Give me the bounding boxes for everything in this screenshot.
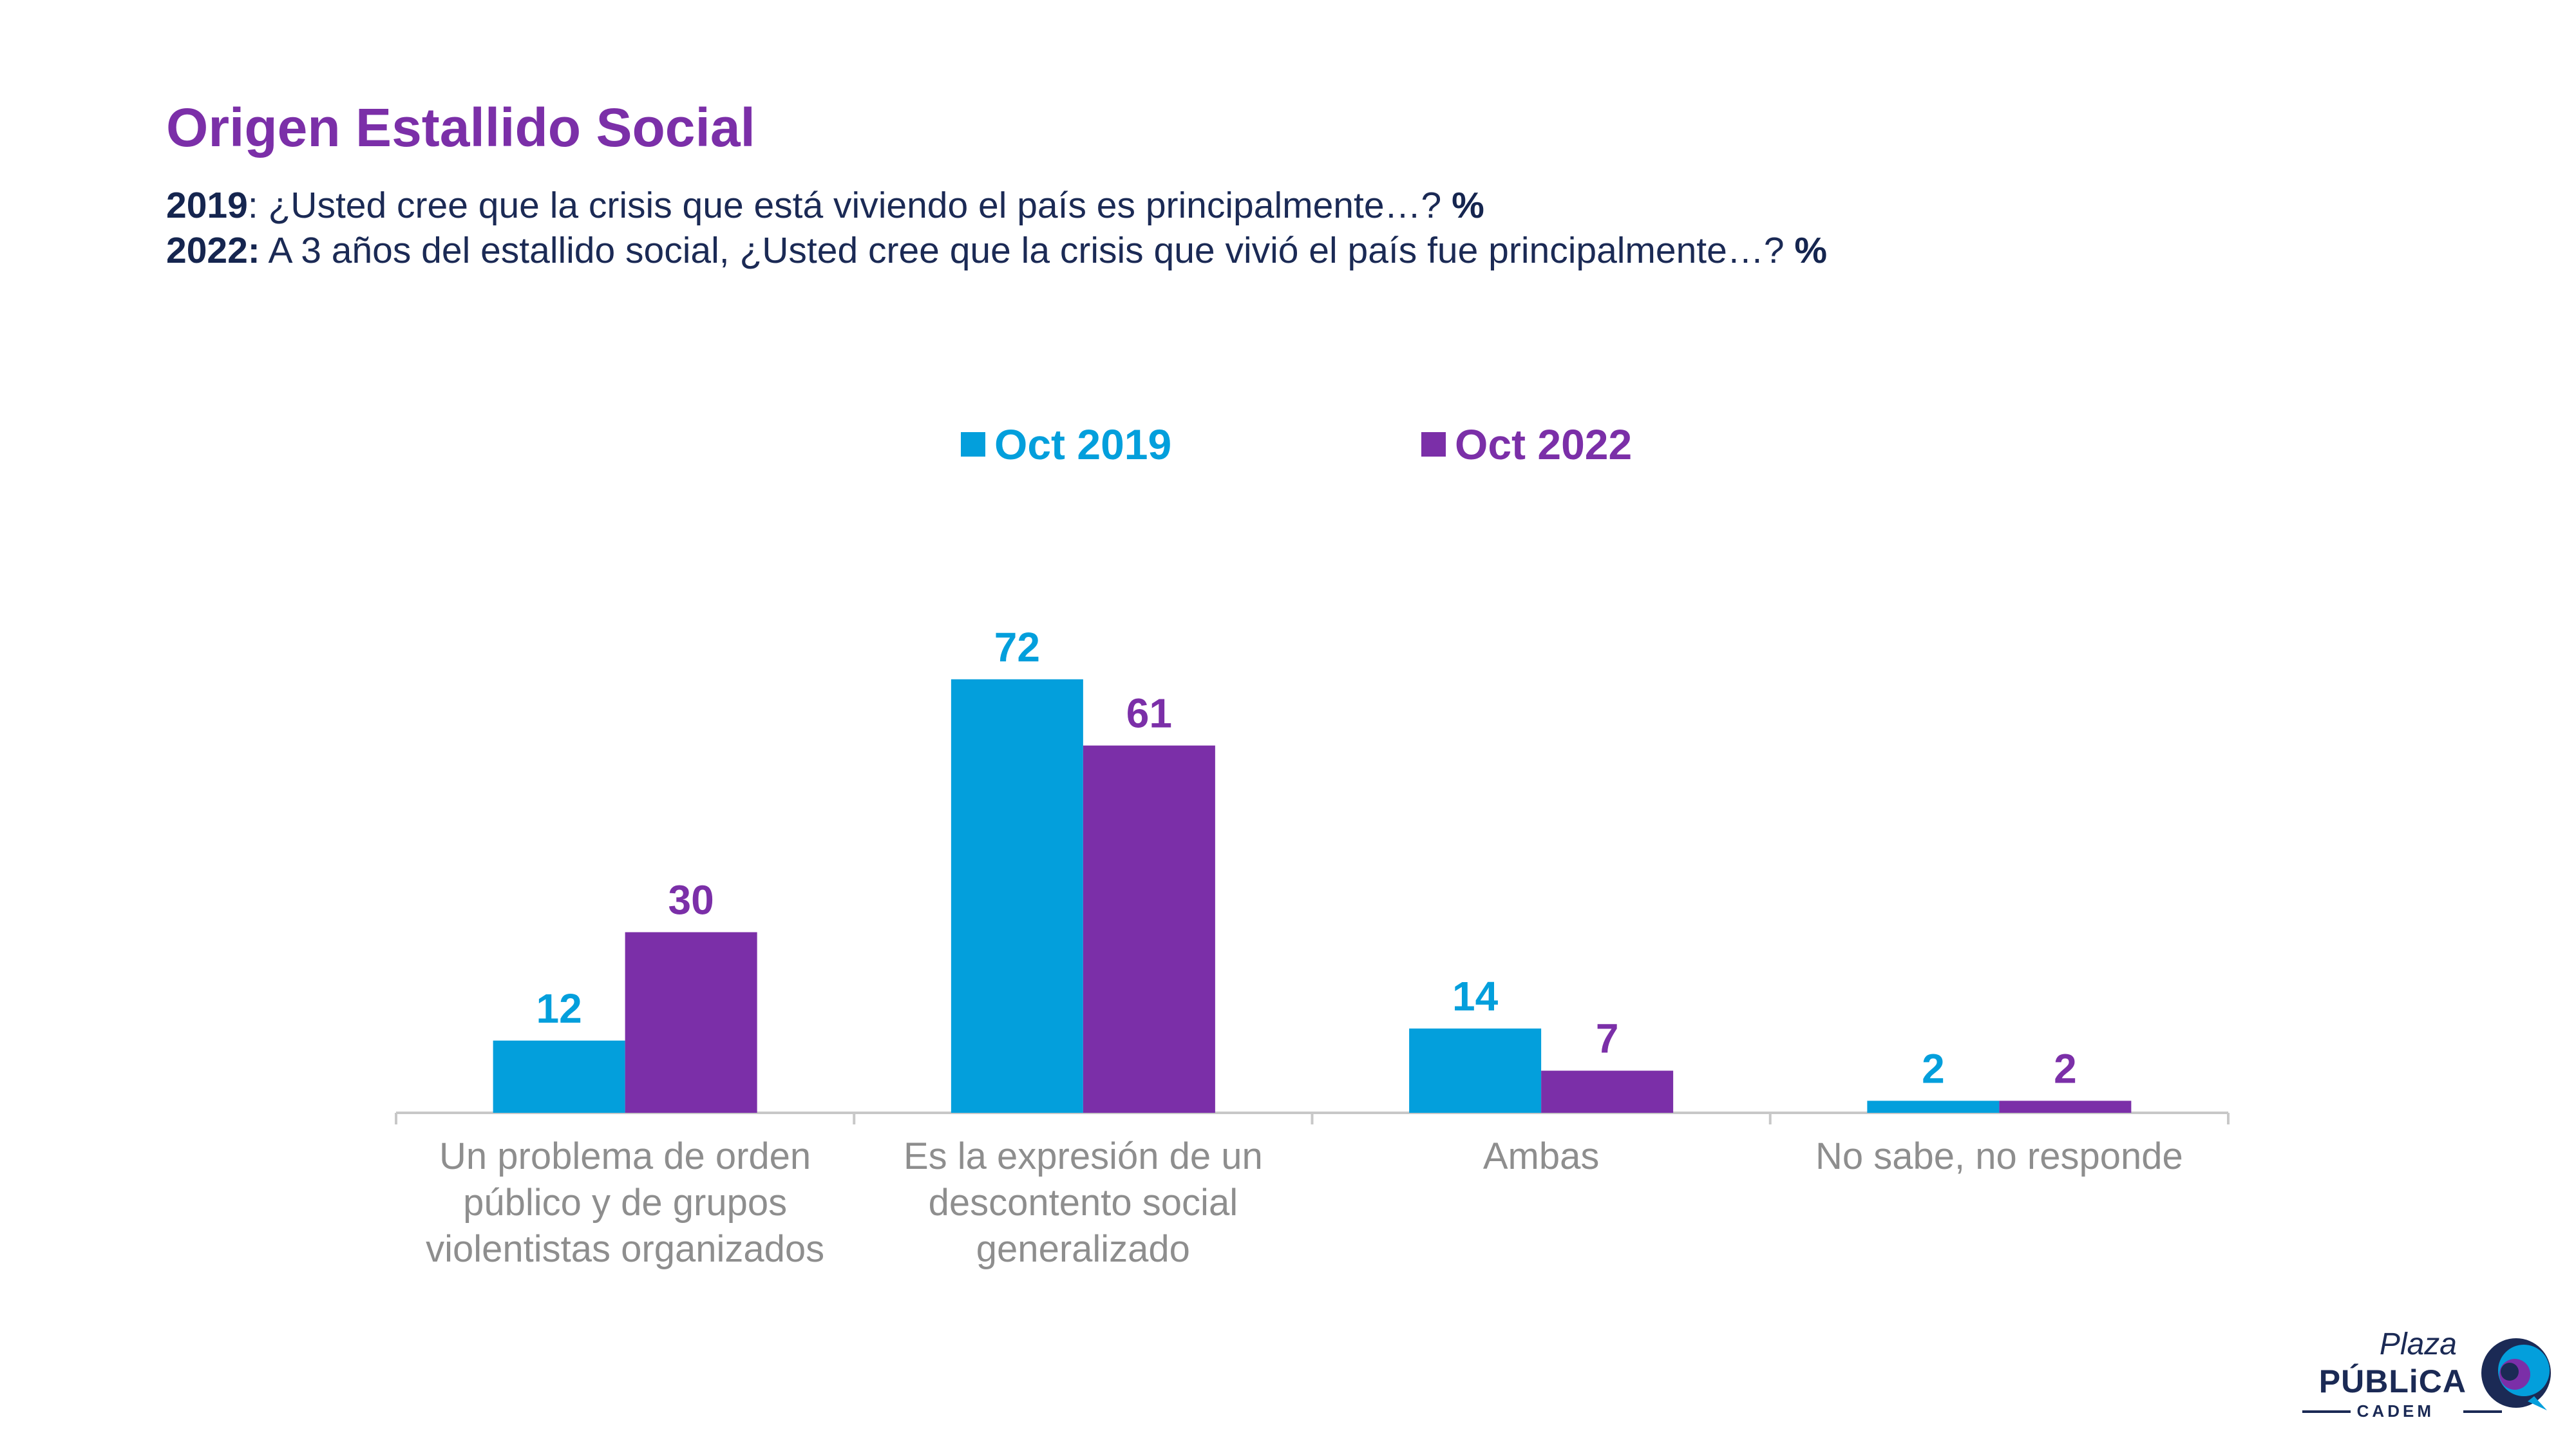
bar-2019-cat1 [951,679,1083,1113]
plaza-publica-cadem-logo: Plaza PÚBLiCA CADEM [2286,1327,2557,1430]
data-label-2022-cat0: 30 [668,877,714,923]
data-label-2019-cat1: 72 [994,624,1040,670]
category-label: Ambas [1312,1133,1770,1180]
category-label-line: violentistas organizados [426,1228,825,1270]
logo-text-publica: PÚBLiCA [2318,1363,2467,1399]
legend-swatch-2022 [1421,432,1446,457]
category-label: Es la expresión de un descontento social g… [855,1133,1312,1273]
data-label-2022-cat3: 2 [2054,1045,2077,1092]
data-label-2019-cat2: 14 [1452,973,1499,1019]
legend-swatch-2019 [961,432,985,457]
bar-2022-cat2 [1541,1070,1674,1113]
category-label-line: descontento social [928,1182,1238,1224]
logo-text-plaza: Plaza [2379,1327,2457,1361]
category-label-line: Ambas [1482,1135,1600,1177]
question-suffix: % [1784,230,1828,271]
category-label-line: generalizado [976,1228,1190,1270]
bar-2022-cat3 [1999,1101,2132,1113]
question-text: A 3 años del estallido social, ¿Usted cr… [260,230,1785,271]
data-label-2019-cat3: 2 [1922,1045,1945,1092]
category-label-line: Es la expresión de un [903,1135,1263,1177]
bar-2022-cat1 [1083,745,1215,1113]
category-label-line: público y de grupos [463,1182,788,1224]
legend-item-oct-2019: Oct 2019 [961,420,1171,469]
question-2019: 2019: ¿Usted cree que la crisis que está… [166,184,1484,227]
logo-text-cadem: CADEM [2356,1401,2434,1421]
data-label-2022-cat2: 7 [1596,1016,1619,1062]
category-label-line: Un problema de orden [439,1135,811,1177]
logo-underline-left [2302,1410,2351,1413]
logo-underline-right [2463,1410,2502,1413]
bar-2019-cat0 [493,1040,625,1113]
question-text: : ¿Usted cree que la crisis que está viv… [247,185,1442,226]
category-label-line: No sabe, no responde [1815,1135,2183,1177]
page-title: Origen Estallido Social [166,97,755,158]
question-suffix: % [1441,185,1484,226]
bar-2019-cat2 [1409,1028,1542,1113]
question-2022: 2022: A 3 años del estallido social, ¿Us… [166,229,1827,272]
bar-2019-cat3 [1867,1101,2000,1113]
question-year: 2022: [166,230,260,271]
data-label-2019-cat0: 12 [536,985,582,1032]
legend-label-2022: Oct 2022 [1455,421,1633,468]
data-label-2022-cat1: 61 [1126,690,1172,737]
speech-bubble-icon [2481,1338,2551,1410]
bar-2022-cat0 [625,932,757,1113]
legend-item-oct-2022: Oct 2022 [1421,420,1632,469]
category-label: Un problema de orden público y de grupos v… [397,1133,854,1273]
question-year: 2019 [166,185,248,226]
legend-label-2019: Oct 2019 [994,421,1172,468]
category-label: No sabe, no responde [1770,1133,2228,1180]
